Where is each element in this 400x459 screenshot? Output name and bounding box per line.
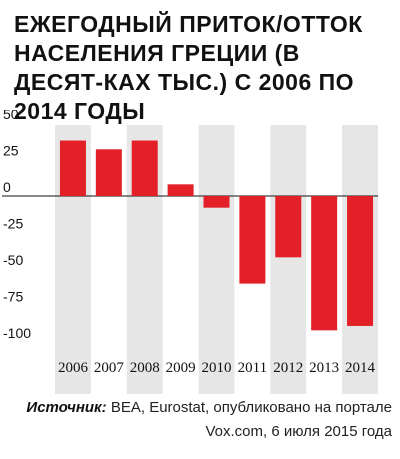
y-axis-ticks: 50 25 0 -25 -50 -75 -100 bbox=[3, 110, 31, 341]
source-note: Источник: BEA, Eurostat, опубликовано на… bbox=[22, 396, 392, 444]
bar-2010 bbox=[203, 196, 230, 208]
bar-2009 bbox=[167, 184, 194, 196]
source-text: BEA, Eurostat, опубликовано на портале V… bbox=[106, 399, 392, 440]
y-tick-label: 50 bbox=[3, 110, 19, 122]
x-tick-label: 2012 bbox=[273, 360, 303, 376]
x-tick-label: 2010 bbox=[202, 360, 232, 376]
y-tick-label: -25 bbox=[3, 216, 23, 232]
x-tick-label: 2011 bbox=[238, 360, 267, 376]
column-shade bbox=[270, 125, 307, 394]
x-tick-label: 2007 bbox=[94, 360, 125, 376]
column-shade bbox=[198, 125, 235, 394]
bar-2006 bbox=[59, 140, 86, 196]
x-tick-label: 2009 bbox=[166, 360, 196, 376]
bar-2012 bbox=[275, 196, 302, 258]
bar-2007 bbox=[95, 149, 122, 196]
bar-2014 bbox=[347, 196, 374, 326]
bar-2008 bbox=[131, 140, 158, 196]
y-tick-label: -100 bbox=[3, 325, 31, 341]
x-tick-label: 2013 bbox=[309, 360, 339, 376]
bars bbox=[59, 140, 374, 331]
y-tick-label: -75 bbox=[3, 289, 23, 305]
chart-title: Ежегодный приток/отток населения Греции … bbox=[14, 11, 363, 124]
bar-2011 bbox=[239, 196, 266, 284]
source-label: Источник: bbox=[26, 399, 107, 416]
bar-2013 bbox=[311, 196, 338, 331]
y-tick-label: 25 bbox=[3, 143, 19, 159]
y-tick-label: 0 bbox=[3, 179, 11, 195]
x-axis-ticks: 2006 2007 2008 2009 2010 2011 2012 2013 2014 bbox=[58, 360, 376, 376]
x-tick-label: 2008 bbox=[130, 360, 160, 376]
x-tick-label: 2006 bbox=[58, 360, 89, 376]
y-tick-label: -50 bbox=[3, 252, 23, 268]
x-tick-label: 2014 bbox=[345, 360, 376, 376]
